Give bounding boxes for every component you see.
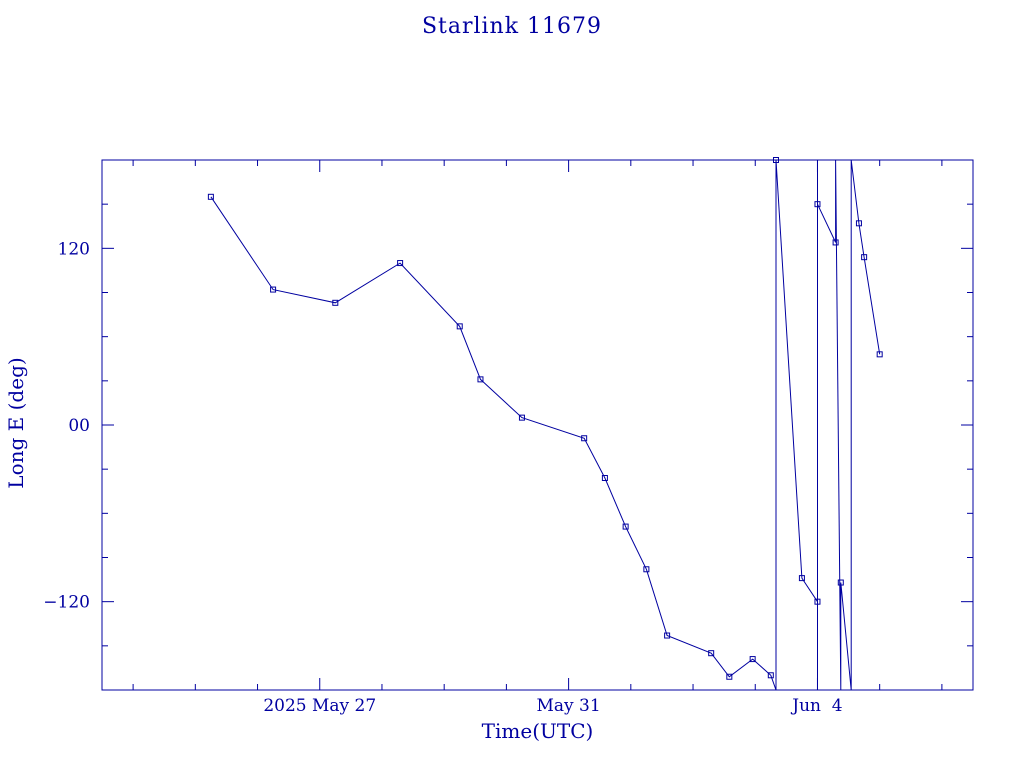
x-tick-label: May 31 — [537, 696, 601, 716]
data-point — [601, 475, 608, 481]
y-axis-label: Long E (deg) — [4, 357, 28, 488]
data-point — [270, 286, 277, 293]
chart-title: Starlink 11679 — [421, 14, 603, 39]
data-point — [814, 598, 821, 605]
data-point — [456, 323, 463, 330]
data-point — [767, 672, 774, 679]
data-point — [477, 376, 484, 383]
data-point — [518, 414, 525, 421]
data-point — [798, 575, 805, 582]
data-point — [332, 299, 339, 306]
data-point — [622, 523, 629, 530]
plot-frame — [101, 159, 974, 691]
data-point — [837, 579, 844, 586]
data-point — [876, 351, 883, 358]
data-point — [207, 193, 214, 200]
data-point — [581, 435, 588, 442]
series-line — [210, 159, 881, 691]
x-tick-label: Jun 4 — [790, 696, 842, 716]
data-point — [726, 673, 733, 680]
data-point — [708, 650, 715, 657]
x-tick-label: 2025 May 27 — [263, 696, 376, 716]
data-point — [397, 260, 404, 267]
data-point — [643, 566, 650, 573]
data-point — [664, 632, 671, 639]
data-point — [814, 201, 821, 208]
data-point — [749, 656, 756, 663]
data-point — [861, 254, 868, 261]
y-tick-label: 120 — [58, 239, 90, 259]
data-point — [832, 239, 839, 246]
x-axis-label: Time(UTC) — [482, 719, 594, 743]
y-tick-label: 00 — [68, 416, 90, 436]
data-point — [855, 220, 862, 227]
y-tick-label: −120 — [43, 593, 90, 613]
